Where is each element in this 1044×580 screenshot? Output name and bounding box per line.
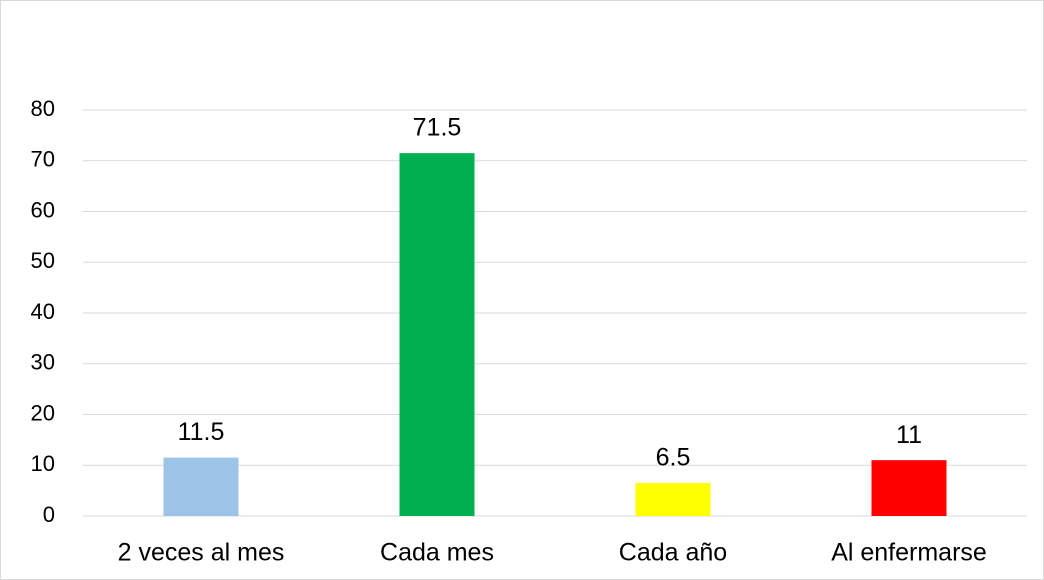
y-tick-label: 20 <box>31 400 55 425</box>
y-tick-label: 80 <box>31 96 55 121</box>
x-tick-label: Cada mes <box>380 539 494 567</box>
y-tick-label: 50 <box>31 248 55 273</box>
value-label: 6.5 <box>656 444 691 472</box>
y-tick-label: 10 <box>31 451 55 476</box>
value-label: 71.5 <box>413 114 462 142</box>
y-tick-label: 70 <box>31 147 55 172</box>
x-tick-label: 2 veces al mes <box>118 539 285 567</box>
bar <box>871 460 947 516</box>
bar <box>163 457 239 516</box>
y-tick-label: 40 <box>31 299 55 324</box>
y-tick-label: 30 <box>31 350 55 375</box>
y-tick-label: 0 <box>43 502 55 527</box>
x-tick-label: Cada año <box>619 539 727 567</box>
value-label: 11.5 <box>178 418 225 446</box>
x-tick-label: Al enfermarse <box>831 539 987 567</box>
y-tick-label: 60 <box>31 197 55 222</box>
bar <box>399 153 475 516</box>
value-label: 11 <box>896 421 922 449</box>
bar <box>635 483 711 516</box>
